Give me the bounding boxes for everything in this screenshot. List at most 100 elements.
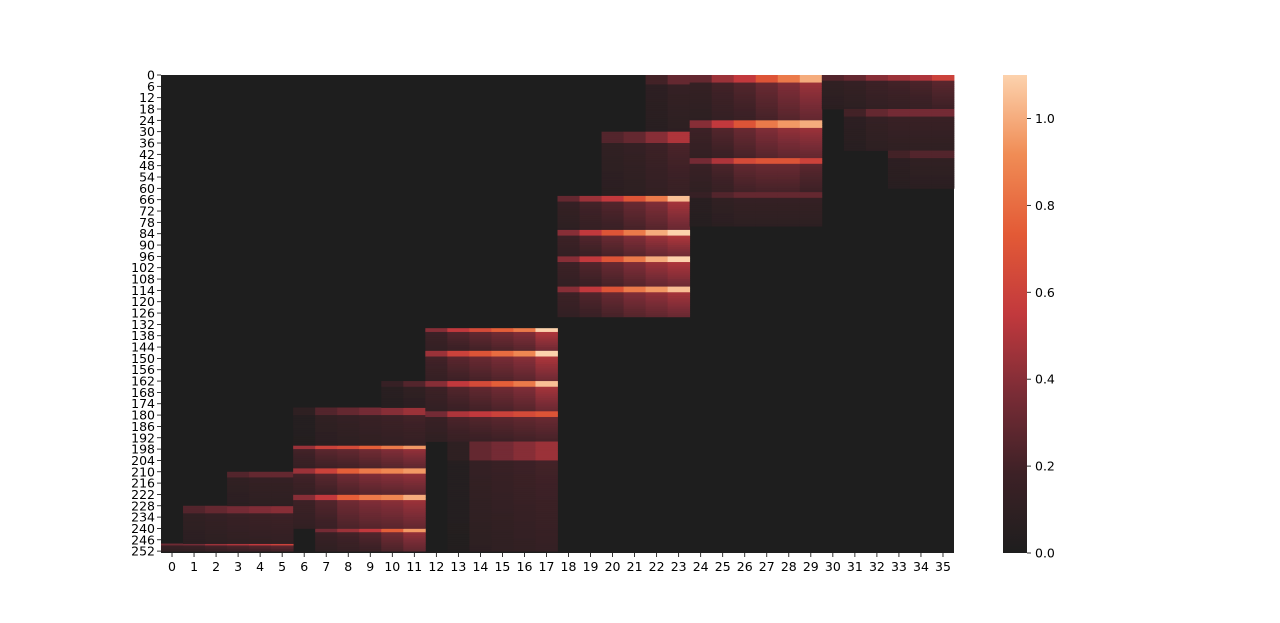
heatmap-cell <box>601 180 624 184</box>
heatmap-cell <box>623 237 647 240</box>
heatmap-cell <box>469 369 492 373</box>
heatmap-cell <box>667 203 691 206</box>
heatmap-cell <box>733 169 757 172</box>
y-tick-label: 174 <box>131 396 155 411</box>
heatmap-cell <box>381 441 404 444</box>
heatmap-cell <box>403 435 426 439</box>
heatmap-cell <box>755 97 779 100</box>
heatmap-cell <box>689 129 713 133</box>
heatmap-cell <box>799 144 823 148</box>
heatmap-cell <box>645 146 669 150</box>
heatmap-cell <box>513 443 536 446</box>
heatmap-cell <box>249 486 272 490</box>
heatmap-cell <box>491 534 514 537</box>
heatmap-cell <box>623 135 647 138</box>
heatmap-cell <box>733 103 757 106</box>
heatmap-cell <box>887 120 911 123</box>
heatmap-cell <box>491 433 514 437</box>
heatmap-cell <box>271 530 294 533</box>
heatmap-cell <box>315 517 338 520</box>
heatmap-cell <box>491 543 514 546</box>
heatmap-cell <box>579 311 602 314</box>
heatmap-cell <box>249 517 272 520</box>
heatmap-cell <box>755 209 779 212</box>
heatmap-cell <box>645 218 669 221</box>
heatmap-cell <box>579 254 602 257</box>
heatmap-cell <box>381 454 404 458</box>
heatmap-cell <box>447 399 470 403</box>
heatmap-cell <box>645 254 669 257</box>
heatmap-cell <box>337 454 360 458</box>
heatmap-cell <box>711 76 735 80</box>
heatmap-cell <box>843 90 867 93</box>
heatmap-cell <box>491 445 514 448</box>
heatmap-cell <box>447 379 470 382</box>
heatmap-cell <box>667 161 691 165</box>
heatmap-cell <box>557 199 580 202</box>
heatmap-cell <box>865 99 889 102</box>
heatmap-cell <box>425 390 448 393</box>
heatmap-cell <box>579 305 602 308</box>
heatmap-cell <box>447 433 470 437</box>
heatmap-cell <box>425 394 448 397</box>
heatmap-cell <box>425 437 448 441</box>
heatmap-cell <box>887 156 911 159</box>
heatmap-cell <box>645 175 669 178</box>
heatmap-cell <box>425 337 448 340</box>
heatmap-cell <box>623 233 647 236</box>
heatmap-cell <box>469 479 492 482</box>
heatmap-cell <box>579 218 602 221</box>
heatmap-cell <box>293 422 316 425</box>
y-tick-label: 228 <box>131 498 155 513</box>
heatmap-cell <box>865 107 889 110</box>
heatmap-cell <box>381 394 404 397</box>
heatmap-cell <box>843 92 867 95</box>
heatmap-cell <box>359 501 382 505</box>
heatmap-cell <box>755 76 779 80</box>
heatmap-cell <box>579 207 602 210</box>
heatmap-cell <box>425 384 448 388</box>
heatmap-cell <box>887 154 911 157</box>
heatmap-cell <box>403 547 426 550</box>
heatmap-cell <box>667 303 691 306</box>
heatmap-cell <box>491 509 514 512</box>
heatmap-cell <box>447 347 470 350</box>
heatmap-cell <box>909 137 933 140</box>
heatmap-cell <box>777 180 801 184</box>
heatmap-cell <box>579 271 602 274</box>
heatmap-cell <box>491 439 514 442</box>
heatmap-cell <box>447 466 470 469</box>
heatmap-cell <box>491 379 514 382</box>
heatmap-cell <box>931 101 955 104</box>
heatmap-cell <box>711 86 735 89</box>
heatmap-cell <box>777 122 801 125</box>
heatmap-cell <box>645 118 669 121</box>
heatmap-cell <box>843 122 867 125</box>
heatmap-cell <box>359 430 382 433</box>
heatmap-cell <box>425 341 448 344</box>
heatmap-cell <box>733 216 757 219</box>
y-tick-label: 42 <box>139 147 155 162</box>
heatmap-cell <box>799 222 823 225</box>
heatmap-cell <box>557 224 580 227</box>
heatmap-cell <box>931 158 955 161</box>
heatmap-cell <box>667 90 691 93</box>
heatmap-cell <box>513 462 536 465</box>
heatmap-cell <box>667 224 691 227</box>
heatmap-cell <box>469 399 492 403</box>
heatmap-cell <box>579 277 602 280</box>
heatmap-cell <box>381 424 404 427</box>
heatmap-cell <box>513 445 536 448</box>
heatmap-cell <box>337 447 360 450</box>
heatmap-cell <box>359 411 382 414</box>
heatmap-cell <box>447 350 470 354</box>
heatmap-cell <box>865 92 889 95</box>
heatmap-cell <box>623 195 647 199</box>
heatmap-cell <box>315 547 338 550</box>
heatmap-cell <box>755 131 779 134</box>
heatmap-cell <box>403 449 426 452</box>
heatmap-cell <box>381 517 404 520</box>
heatmap-cell <box>777 114 801 117</box>
heatmap-cell <box>667 76 691 80</box>
heatmap-cell <box>843 82 867 85</box>
